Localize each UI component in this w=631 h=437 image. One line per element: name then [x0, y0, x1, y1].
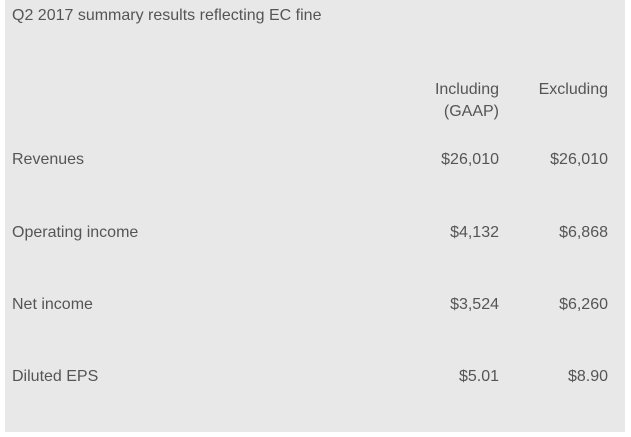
header-line: Including: [434, 81, 499, 98]
including-value: $5.01: [458, 368, 499, 385]
including-value: $3,524: [450, 296, 499, 313]
row-label: Revenues: [12, 151, 85, 168]
column-header-excluding: Excluding: [539, 79, 608, 101]
excluding-value: $6,260: [559, 296, 608, 313]
table-row: Net income $3,524 $6,260: [5, 296, 625, 318]
excluding-value: $26,010: [550, 151, 608, 168]
table-title: Q2 2017 summary results reflecting EC fi…: [12, 7, 322, 24]
including-value: $26,010: [441, 151, 499, 168]
including-value: $4,132: [450, 224, 499, 241]
table-row: Diluted EPS $5.01 $8.90: [5, 368, 625, 390]
header-line: (GAAP): [443, 103, 499, 120]
excluding-value: $8.90: [567, 368, 608, 385]
row-label: Operating income: [12, 224, 139, 241]
header-line: Excluding: [538, 81, 608, 98]
summary-table: Q2 2017 summary results reflecting EC fi…: [5, 0, 625, 432]
excluding-value: $6,868: [559, 224, 608, 241]
table-row: Revenues $26,010 $26,010: [5, 151, 625, 173]
row-label: Diluted EPS: [12, 368, 99, 385]
table-row: Operating income $4,132 $6,868: [5, 224, 625, 246]
column-header-including: Including (GAAP): [435, 79, 499, 123]
row-label: Net income: [12, 296, 93, 313]
